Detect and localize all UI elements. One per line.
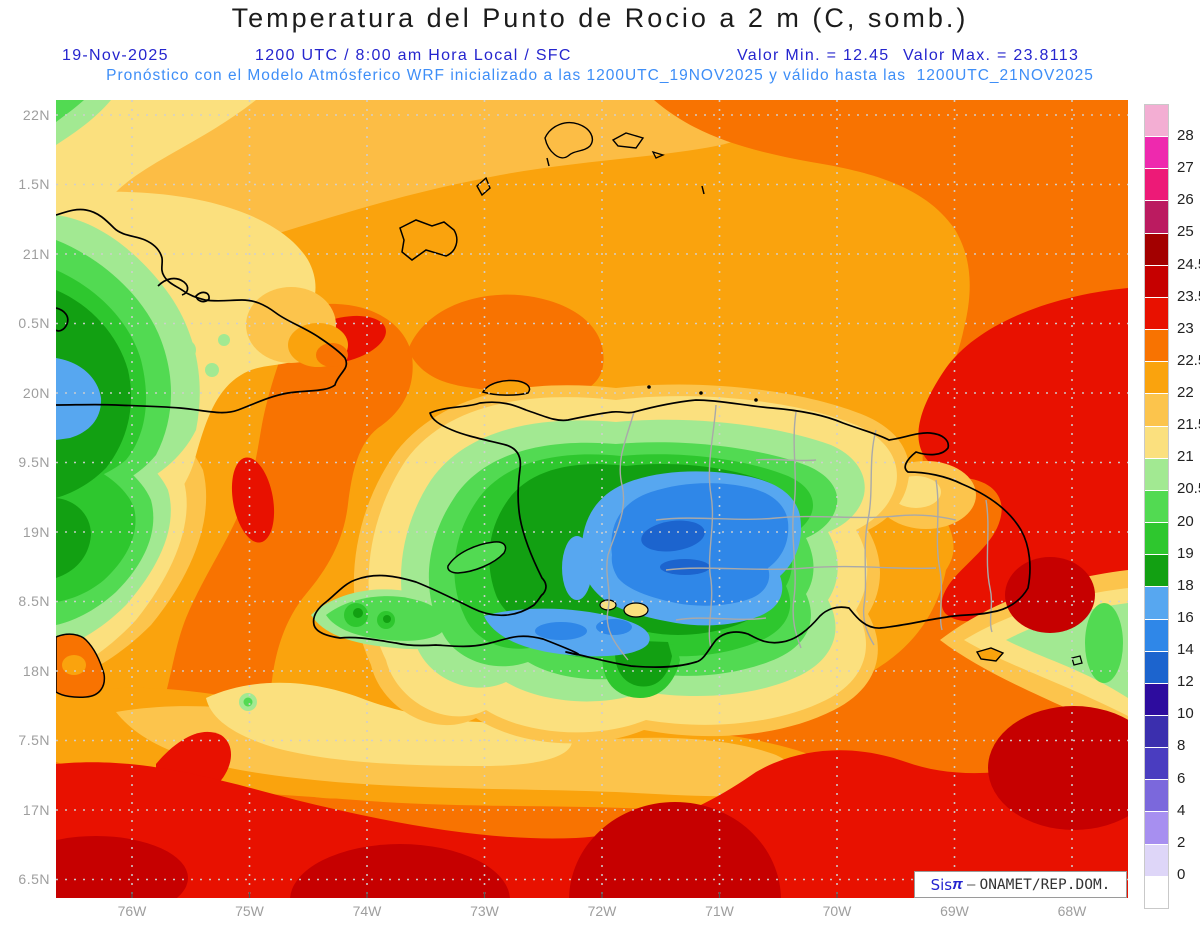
- watermark-brand: Sis: [930, 875, 953, 894]
- colorbar-segment: [1145, 554, 1168, 587]
- colorbar-segment: [1145, 425, 1168, 458]
- colorbar-segment: [1145, 296, 1168, 330]
- value-max-label: Valor Max. = 23.8113: [903, 47, 1080, 64]
- watermark-org: ONAMET/REP.DOM.: [979, 876, 1111, 893]
- colorbar-segment: [1145, 264, 1168, 297]
- colorbar-tick-label: 22.5: [1177, 351, 1200, 369]
- colorbar-segment: [1145, 329, 1168, 362]
- x-axis-label: 74W: [352, 903, 382, 919]
- colorbar-tick-label: 20.5: [1177, 480, 1200, 498]
- y-axis-label: 1.5N: [18, 176, 50, 193]
- colorbar-tick-label: 19: [1177, 544, 1194, 562]
- colorbar-tick-label: 23.5: [1177, 287, 1200, 305]
- value-min-label: Valor Min. = 12.45: [737, 47, 890, 64]
- colorbar-tick-label: 20: [1177, 512, 1194, 530]
- watermark-separator: –: [962, 876, 980, 893]
- colorbar-segment: [1145, 105, 1168, 137]
- colorbar-segment: [1145, 393, 1168, 426]
- colorbar-tick-label: 28: [1177, 127, 1194, 145]
- y-axis-label: 6.5N: [18, 870, 50, 887]
- colorbar-segment: [1145, 200, 1168, 233]
- y-axis-label: 22N: [22, 107, 50, 123]
- x-axis-label: 72W: [587, 903, 617, 919]
- colorbar-segment: [1145, 489, 1168, 523]
- contour-map: [56, 100, 1128, 898]
- x-axis-label: 76W: [117, 903, 147, 919]
- colorbar-segment: [1145, 650, 1168, 683]
- x-axis-label: 71W: [705, 903, 734, 919]
- colorbar-segment: [1145, 136, 1168, 169]
- colorbar-tick-label: 8: [1177, 737, 1186, 755]
- colorbar-tick-label: 4: [1177, 801, 1186, 819]
- forecast-date: 19-Nov-2025: [62, 47, 169, 64]
- colorbar-tick-label: 16: [1177, 608, 1194, 626]
- colorbar-segment: [1145, 361, 1168, 394]
- colorbar-segment: [1145, 714, 1168, 748]
- colorbar-segment: [1145, 168, 1168, 201]
- colorbar-segment: [1145, 747, 1168, 780]
- x-axis-label: 73W: [470, 903, 499, 919]
- y-axis-label: 0.5N: [18, 315, 50, 332]
- colorbar-tick-label: 24.5: [1177, 255, 1200, 273]
- x-axis-label: 69W: [940, 903, 969, 919]
- watermark-pi-icon: π: [952, 876, 963, 893]
- colorbar-tick-label: 18: [1177, 576, 1194, 594]
- y-axis-label: 20N: [22, 384, 50, 401]
- colorbar-tick-label: 22: [1177, 384, 1194, 402]
- y-axis-label: 18N: [22, 662, 50, 679]
- colorbar-segment: [1145, 779, 1168, 812]
- colorbar-tick-label: 12: [1177, 673, 1194, 691]
- colorbar-segment: [1145, 618, 1168, 651]
- watermark: Sis π – ONAMET/REP.DOM.: [914, 871, 1127, 898]
- colorbar-segment: [1145, 811, 1168, 844]
- colorbar-segment: [1145, 522, 1168, 555]
- y-axis-label: 7.5N: [18, 732, 50, 749]
- colorbar-tick-label: 21.5: [1177, 416, 1200, 434]
- colorbar: [1144, 104, 1169, 909]
- x-axis-label: 68W: [1057, 903, 1087, 919]
- colorbar-segment: [1145, 457, 1168, 490]
- colorbar-tick-label: 21: [1177, 448, 1194, 466]
- colorbar-tick-label: 25: [1177, 223, 1194, 241]
- y-axis-label: 21N: [22, 245, 50, 262]
- colorbar-tick-label: 10: [1177, 705, 1194, 723]
- y-axis-label: 17N: [22, 801, 50, 818]
- forecast-time: 1200 UTC / 8:00 am Hora Local / SFC: [255, 47, 572, 64]
- colorbar-segment: [1145, 843, 1168, 876]
- colorbar-tick-label: 14: [1177, 641, 1194, 659]
- colorbar-tick-label: 23: [1177, 319, 1194, 337]
- colorbar-tick-label: 2: [1177, 833, 1186, 851]
- y-axis-label: 19N: [22, 523, 50, 540]
- colorbar-tick-label: 27: [1177, 159, 1194, 177]
- colorbar-segment: [1145, 232, 1168, 265]
- x-axis-label: 70W: [822, 903, 852, 919]
- colorbar-segment: [1145, 875, 1168, 908]
- colorbar-tick-label: 6: [1177, 769, 1186, 787]
- x-axis-label: 75W: [235, 903, 264, 919]
- colorbar-segment: [1145, 586, 1168, 619]
- y-axis-label: 9.5N: [18, 454, 50, 471]
- page-title: Temperatura del Punto de Rocio a 2 m (C,…: [231, 3, 969, 33]
- y-axis-label: 8.5N: [18, 593, 50, 610]
- colorbar-tick-label: 0: [1177, 865, 1186, 883]
- colorbar-tick-label: 26: [1177, 191, 1194, 209]
- model-init-line: Pronóstico con el Modelo Atmósferico WRF…: [106, 67, 1094, 84]
- colorbar-segment: [1145, 682, 1168, 715]
